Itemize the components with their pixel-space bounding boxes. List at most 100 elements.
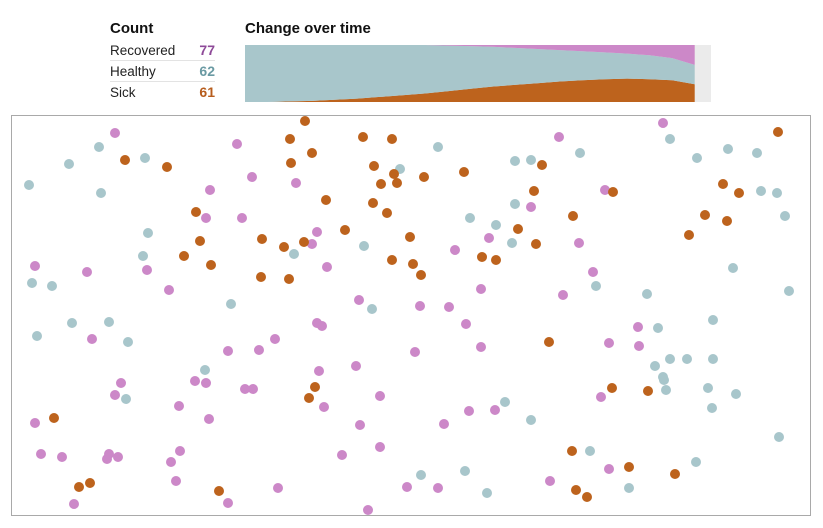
sick-particle [279, 242, 289, 252]
recovered-particle [142, 265, 152, 275]
recovered-particle [110, 390, 120, 400]
recovered-particle [337, 450, 347, 460]
sick-particle [773, 127, 783, 137]
sick-particle [195, 236, 205, 246]
recovered-particle [307, 239, 317, 249]
healthy-particle [575, 148, 585, 158]
recovered-particle [545, 476, 555, 486]
healthy-particle [67, 318, 77, 328]
recovered-particle [312, 227, 322, 237]
healthy-particle [728, 263, 738, 273]
sick-particle [179, 251, 189, 261]
healthy-particle [47, 281, 57, 291]
recovered-particle [164, 285, 174, 295]
healthy-particle [500, 397, 510, 407]
sick-particle [284, 274, 294, 284]
sick-particle [392, 178, 402, 188]
recovered-particle [113, 452, 123, 462]
healthy-particle [138, 251, 148, 261]
healthy-particle [772, 188, 782, 198]
sick-particle [369, 161, 379, 171]
recovered-particle [574, 238, 584, 248]
recovered-particle [410, 347, 420, 357]
sick-particle [376, 179, 386, 189]
recovered-particle [247, 172, 257, 182]
recovered-particle [558, 290, 568, 300]
sick-particle [459, 167, 469, 177]
area-healthy [245, 45, 695, 102]
sick-particle [206, 260, 216, 270]
recovered-particle [633, 322, 643, 332]
simulation-particles [24, 116, 794, 515]
healthy-particle [708, 354, 718, 364]
sick-particle [304, 393, 314, 403]
healthy-particle [707, 403, 717, 413]
recovered-particle [291, 178, 301, 188]
healthy-particle [64, 159, 74, 169]
healthy-particle [226, 299, 236, 309]
sick-particle [718, 179, 728, 189]
sick-particle [214, 486, 224, 496]
recovered-particle [588, 267, 598, 277]
recovered-particle [223, 498, 233, 508]
healthy-particle [661, 385, 671, 395]
healthy-particle [94, 142, 104, 152]
sick-particle [340, 225, 350, 235]
healthy-particle [491, 220, 501, 230]
healthy-label: Healthy [110, 63, 156, 79]
recovered-particle [102, 454, 112, 464]
healthy-particle [104, 317, 114, 327]
sick-particle [529, 186, 539, 196]
sick-particle [368, 198, 378, 208]
recovered-particle [354, 295, 364, 305]
recovered-particle [450, 245, 460, 255]
recovered-particle [464, 406, 474, 416]
recovered-particle [30, 418, 40, 428]
recovered-count: 77 [199, 42, 215, 58]
recovered-particle [223, 346, 233, 356]
change-title: Change over time [245, 20, 371, 37]
recovered-particle [375, 442, 385, 452]
healthy-particle [289, 249, 299, 259]
sick-particle [477, 252, 487, 262]
sick-particle [49, 413, 59, 423]
sick-particle [531, 239, 541, 249]
recovered-particle [439, 419, 449, 429]
recovered-particle [444, 302, 454, 312]
sick-particle [568, 211, 578, 221]
recovered-particle [476, 284, 486, 294]
recovered-particle [322, 262, 332, 272]
recovered-particle [351, 361, 361, 371]
change-over-time-chart [245, 45, 711, 102]
sick-particle [734, 188, 744, 198]
recovered-particle [36, 449, 46, 459]
healthy-particle [460, 466, 470, 476]
sick-particle [257, 234, 267, 244]
recovered-particle [375, 391, 385, 401]
recovered-particle [461, 319, 471, 329]
sick-particle [419, 172, 429, 182]
healthy-particle [27, 278, 37, 288]
sick-particle [608, 187, 618, 197]
recovered-particle [355, 420, 365, 430]
sick-particle [408, 259, 418, 269]
count-row-sick: Sick 61 [110, 82, 215, 102]
healthy-particle [433, 142, 443, 152]
sick-count: 61 [199, 84, 215, 100]
healthy-particle [585, 446, 595, 456]
recovered-particle [526, 202, 536, 212]
recovered-particle [604, 338, 614, 348]
healthy-particle [624, 483, 634, 493]
healthy-particle [756, 186, 766, 196]
recovered-particle [110, 128, 120, 138]
sick-particle [286, 158, 296, 168]
healthy-particle [665, 134, 675, 144]
area-sick [245, 78, 695, 102]
sick-particle [537, 160, 547, 170]
healthy-count: 62 [199, 63, 215, 79]
healthy-particle [507, 238, 517, 248]
sick-particle [387, 255, 397, 265]
recovered-label: Recovered [110, 42, 176, 58]
healthy-particle [691, 457, 701, 467]
healthy-particle [465, 213, 475, 223]
